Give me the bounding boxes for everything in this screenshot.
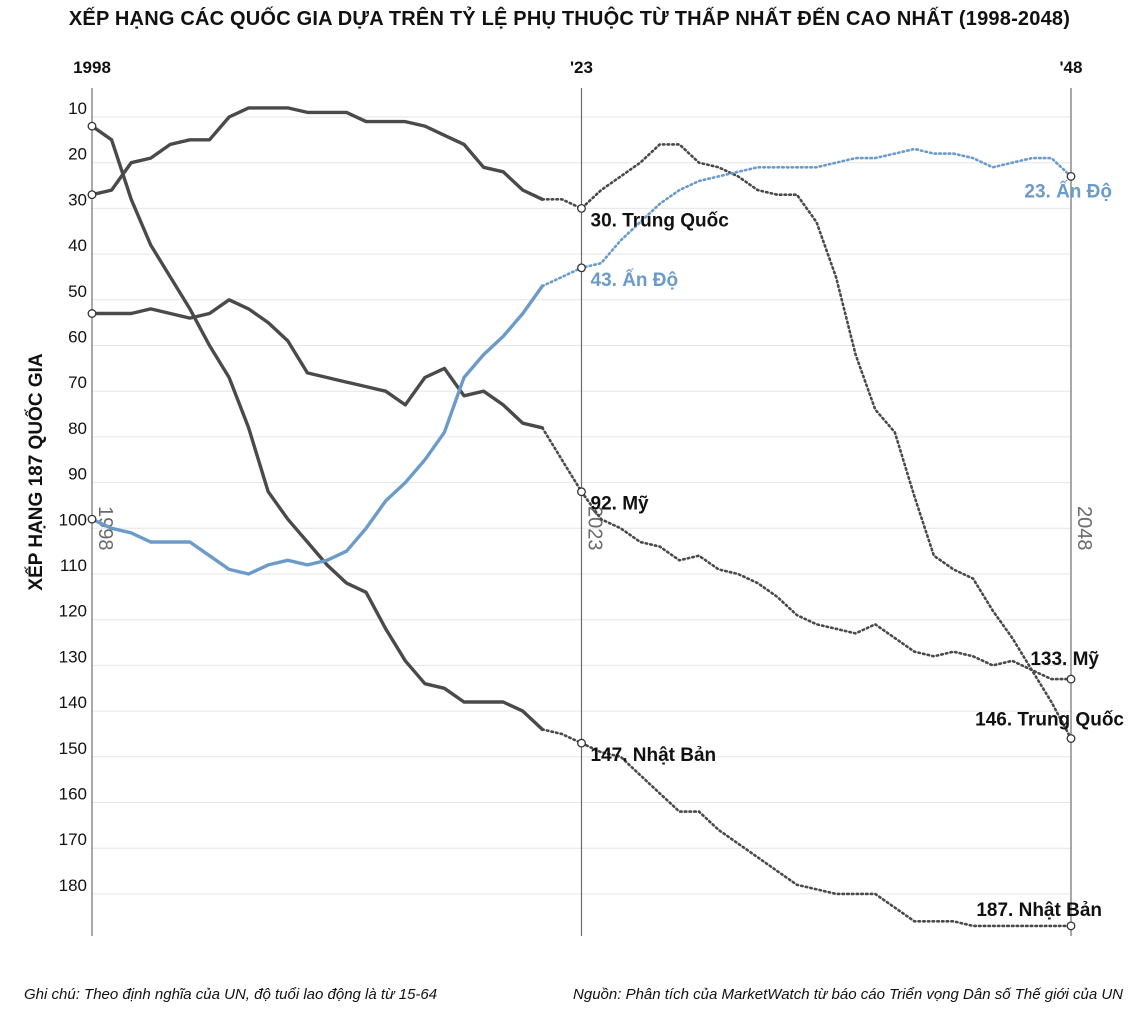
- series-3-point-start: [87, 514, 97, 524]
- y-tick-label-60: 60: [68, 328, 87, 347]
- y-tick-label-120: 120: [59, 602, 87, 621]
- series-0-label-2048: 146. Trung Quốc: [975, 710, 1124, 731]
- y-tick-label-110: 110: [60, 556, 87, 575]
- series-1-projection-line: [540, 426, 1073, 681]
- y-tick-label-170: 170: [59, 830, 87, 849]
- series-3-label-2023: 43. Ấn Độ: [591, 269, 679, 291]
- chart-title: XẾP HẠNG CÁC QUỐC GIA DỰA TRÊN TỶ LỆ PHỤ…: [68, 8, 1071, 30]
- y-tick-label-130: 130: [59, 647, 87, 666]
- series-2-label-2048: 187. Nhật Bản: [976, 900, 1102, 921]
- series-1-historical-line: [90, 298, 544, 430]
- series-3-historical-line: [90, 284, 544, 576]
- series-0-point-start: [87, 190, 97, 200]
- data-labels: 30. Trung Quốc 146. Trung Quốc 92. Mỹ 133. …: [591, 180, 1125, 920]
- series-2-projection-line: [540, 728, 1073, 928]
- series-0-historical-line: [90, 106, 544, 202]
- footnote-source: Nguồn: Phân tích của MarketWatch từ báo …: [573, 986, 1123, 1003]
- y-tick-label-80: 80: [68, 419, 87, 438]
- y-tick-label-180: 180: [59, 876, 87, 895]
- y-tick-label-40: 40: [68, 236, 87, 255]
- top-axis-label-2023: '23: [570, 58, 593, 77]
- y-tick-label-160: 160: [59, 785, 87, 804]
- series-2-historical-line: [90, 124, 544, 732]
- vertical-year-markers: 1998 2023 2048: [91, 88, 1095, 936]
- series-2-point-start: [87, 121, 97, 131]
- y-tick-label-150: 150: [59, 739, 87, 758]
- marker-year-label-2023: 2023: [584, 506, 606, 551]
- series-0-point-2023: [577, 203, 586, 213]
- y-tick-labels: 10 20 30 40 50 60 70 80 90 100 110 120 130 140 150 160 1…: [59, 99, 87, 895]
- series-3-projection-line: [540, 147, 1073, 288]
- y-tick-label-100: 100: [59, 510, 87, 529]
- series-3-point-2023: [577, 263, 586, 273]
- series-1-point-2023: [577, 487, 586, 497]
- y-tick-label-10: 10: [68, 99, 87, 118]
- y-tick-label-70: 70: [68, 373, 87, 392]
- y-tick-label-20: 20: [68, 145, 87, 164]
- footnote-note: Ghi chú: Theo định nghĩa của UN, độ tuổi…: [24, 986, 438, 1003]
- marker-year-label-1998: 1998: [94, 506, 116, 551]
- y-tick-label-90: 90: [68, 465, 87, 484]
- series-2-point-2023: [577, 738, 586, 748]
- series-2-label-2023: 147. Nhật Bản: [591, 745, 717, 766]
- y-tick-label-140: 140: [59, 693, 87, 712]
- top-axis-labels: 1998 '23 '48: [73, 58, 1082, 77]
- series-1-point-2048: [1066, 674, 1076, 684]
- y-tick-label-30: 30: [68, 190, 87, 209]
- series-3-point-2048: [1066, 171, 1076, 181]
- marker-year-label-2048: 2048: [1073, 506, 1095, 551]
- series-points: [87, 121, 1076, 931]
- series-1-label-2023: 92. Mỹ: [591, 494, 650, 515]
- y-tick-label-50: 50: [68, 282, 87, 301]
- series-0-point-2048: [1066, 734, 1076, 743]
- y-axis-label: XẾP HẠNG 187 QUỐC GIA: [25, 353, 47, 590]
- series-1-point-start: [87, 309, 97, 318]
- series-3-label-2048: 23. Ấn Độ: [1024, 180, 1112, 202]
- series-0-projection-line: [540, 143, 1073, 740]
- series-0-label-2023: 30. Trung Quốc: [591, 210, 730, 231]
- top-axis-label-2048: '48: [1060, 58, 1083, 77]
- series-lines: [90, 106, 1073, 928]
- series-1-label-2048: 133. Mỹ: [1030, 649, 1099, 670]
- series-2-point-2048: [1066, 921, 1076, 931]
- top-axis-label-1998: 1998: [73, 58, 111, 77]
